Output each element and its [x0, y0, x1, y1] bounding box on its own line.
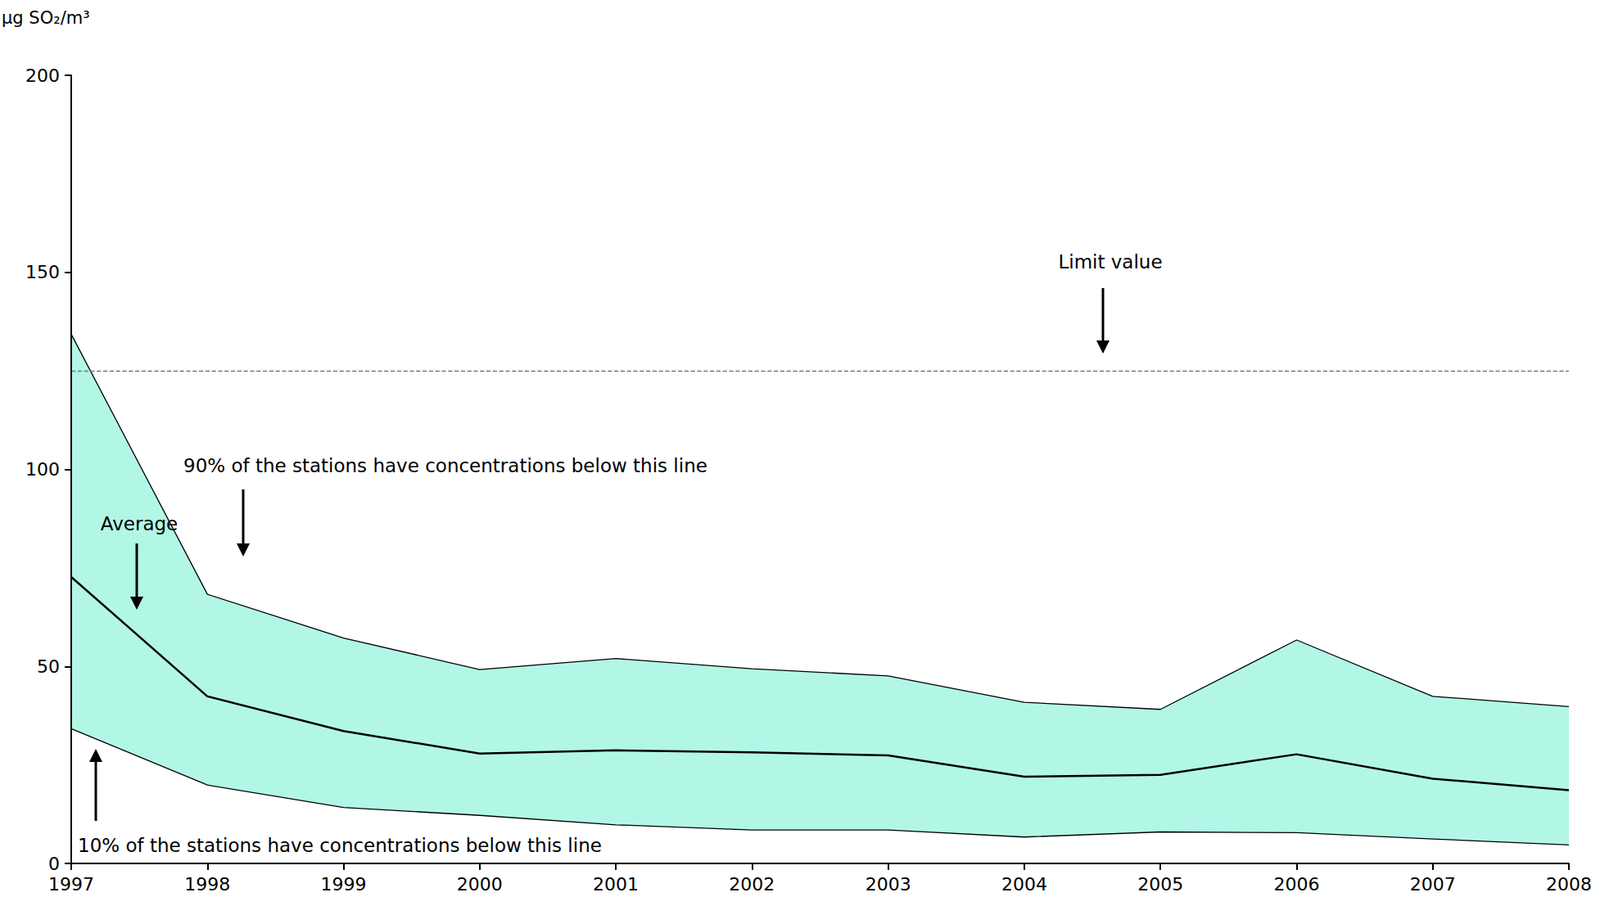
svg-text:2001: 2001: [592, 874, 639, 895]
svg-text:1997: 1997: [48, 874, 95, 895]
svg-text:Average: Average: [100, 513, 178, 535]
svg-text:2007: 2007: [1410, 874, 1456, 895]
svg-text:2002: 2002: [728, 874, 775, 895]
svg-text:2003: 2003: [865, 874, 912, 895]
svg-text:2008: 2008: [1545, 874, 1592, 895]
svg-text:90% of the stations have conce: 90% of the stations have concentrations …: [183, 455, 708, 477]
svg-text:2005: 2005: [1137, 874, 1184, 895]
svg-text:150: 150: [25, 262, 60, 283]
svg-text:2000: 2000: [456, 874, 503, 895]
svg-text:50: 50: [36, 656, 60, 678]
svg-text:200: 200: [25, 65, 60, 86]
svg-text:µg SO₂/m³: µg SO₂/m³: [1, 8, 91, 28]
svg-text:100: 100: [25, 459, 60, 480]
svg-text:1998: 1998: [184, 874, 231, 895]
svg-text:2004: 2004: [1001, 874, 1048, 895]
svg-text:0: 0: [48, 854, 60, 875]
svg-text:Limit value: Limit value: [1057, 251, 1162, 273]
svg-text:2006: 2006: [1273, 874, 1320, 895]
svg-text:1999: 1999: [320, 874, 367, 895]
svg-text:10% of the stations have conce: 10% of the stations have concentrations …: [77, 835, 602, 857]
